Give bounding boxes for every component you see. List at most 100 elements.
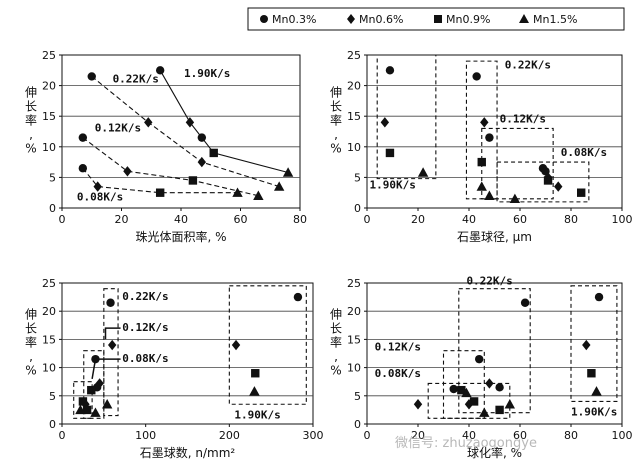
circle-point	[78, 133, 88, 142]
y-axis-label: 伸长率,%	[25, 86, 37, 156]
legend-label-1: Mn0.3%	[272, 13, 316, 26]
triangle-point	[479, 407, 490, 417]
triangle-point	[75, 404, 86, 415]
square-point	[543, 176, 553, 185]
diamond-point	[144, 117, 153, 128]
triangle-point	[417, 167, 429, 177]
cooling-rate-label: 0.12K/s	[95, 122, 141, 135]
circle-point	[87, 72, 96, 81]
chart-panel-nodularity: 0 5 10 15 20 25 0 20 40 60 80 100 球化率, % 伸长率, % 0.22K/s…	[330, 275, 633, 460]
diamond-point	[485, 378, 494, 389]
diamond-point	[93, 181, 102, 192]
y-tick-label: 25	[347, 277, 361, 290]
cooling-rate-label: 0.08K/s	[561, 146, 607, 159]
chart-panel-graphite-diameter: 0 5 10 15 20 25 0 20 40 60 80 100 石墨球径, μm 伸长率, % 0.22K…	[330, 49, 633, 244]
cooling-rate-label: 0.12K/s	[375, 341, 421, 354]
x-tick-label: 20	[411, 429, 425, 442]
x-tick-label: 60	[234, 213, 248, 226]
cooling-rate-label: 0.12K/s	[122, 321, 168, 334]
triangle-point	[484, 190, 495, 200]
legend-triangle-icon	[519, 14, 529, 23]
y-tick-label: 20	[347, 80, 361, 93]
diamond-point	[185, 117, 195, 128]
x-tick-label: 20	[411, 213, 425, 226]
x-tick-label: 40	[174, 213, 188, 226]
y-tick-label: 25	[42, 277, 56, 290]
pointer-arrow	[104, 327, 121, 340]
group-box	[376, 54, 437, 180]
square-point	[209, 148, 218, 158]
y-tick-label: 10	[42, 362, 56, 375]
legend-label-4: Mn1.5%	[533, 13, 577, 26]
diamond-point	[123, 166, 132, 177]
diamond-point	[582, 339, 591, 351]
diamond-point	[108, 339, 117, 351]
square-point	[469, 397, 479, 406]
chart-panel-pearlite: 0 5 10 15 20 25 0 20 40 60 80 珠光体面积率, % 伸长率, % 1.90K/s…	[25, 49, 307, 244]
group-box	[570, 285, 618, 402]
diamond-point	[480, 117, 489, 128]
group-box	[458, 288, 531, 414]
triangle-point	[90, 407, 101, 417]
circle-point	[293, 292, 303, 302]
square-point	[251, 369, 260, 378]
triangle-point	[504, 399, 515, 409]
x-tick-label: 0	[364, 213, 371, 226]
diamond-point	[554, 181, 563, 192]
x-axis-label: 石墨球径, μm	[457, 230, 532, 244]
y-tick-label: 5	[49, 390, 56, 403]
x-tick-label: 40	[462, 429, 476, 442]
x-tick-label: 0	[364, 429, 371, 442]
plot-frame	[366, 282, 623, 425]
y-axis-label: 伸长率,%	[25, 308, 37, 378]
series-line	[91, 75, 280, 188]
legend-square-icon	[434, 15, 442, 23]
triangle-point	[232, 187, 243, 197]
cooling-rate-label: 0.22K/s	[113, 73, 159, 86]
x-tick-label: 80	[564, 213, 578, 226]
legend-diamond-icon	[347, 14, 355, 24]
triangle-point	[282, 167, 294, 177]
group-box	[73, 381, 93, 419]
y-tick-label: 0	[49, 202, 56, 215]
triangle-point	[273, 181, 285, 191]
diamond-point	[413, 399, 423, 410]
triangle-point	[509, 193, 521, 204]
circle-point	[78, 164, 88, 173]
chart-panel-nodule-count: 0 5 10 15 20 25 0 100 200 300 石墨球数, n/mm² 伸长率, % 0.22…	[25, 277, 324, 460]
plot-frame	[61, 282, 314, 425]
cooling-rate-label: 1.90K/s	[184, 67, 230, 80]
circle-point	[449, 384, 458, 394]
triangle-point	[249, 386, 260, 396]
y-tick-label: 15	[347, 110, 361, 123]
triangle-point	[476, 181, 487, 191]
circle-point	[155, 66, 165, 75]
y-tick-label: 5	[354, 390, 361, 403]
legend-label-3: Mn0.9%	[446, 13, 490, 26]
circle-point	[485, 133, 494, 142]
square-point	[495, 405, 504, 415]
cooling-rate-label: 0.08K/s	[122, 352, 168, 365]
legend-label-2: Mn0.6%	[359, 13, 403, 26]
group-box	[83, 350, 105, 419]
y-tick-label: 20	[42, 305, 56, 318]
square-point	[87, 385, 96, 395]
y-tick-label: 25	[347, 49, 361, 62]
series-line	[82, 167, 238, 194]
y-tick-label: 5	[354, 171, 361, 184]
circle-point	[385, 66, 395, 75]
y-tick-label: 15	[42, 333, 56, 346]
y-tick-label: 20	[42, 80, 56, 93]
x-tick-label: 100	[612, 429, 633, 442]
circle-point	[197, 133, 207, 142]
x-tick-label: 60	[513, 429, 527, 442]
x-tick-label: 300	[303, 429, 324, 442]
diamond-point	[95, 378, 104, 389]
square-point	[577, 188, 586, 197]
cooling-rate-label: 0.22K/s	[505, 58, 551, 71]
plot-frame	[366, 54, 623, 209]
cooling-rate-label: 0.08K/s	[77, 191, 123, 204]
x-tick-label: 100	[612, 213, 633, 226]
circle-point	[520, 298, 530, 307]
